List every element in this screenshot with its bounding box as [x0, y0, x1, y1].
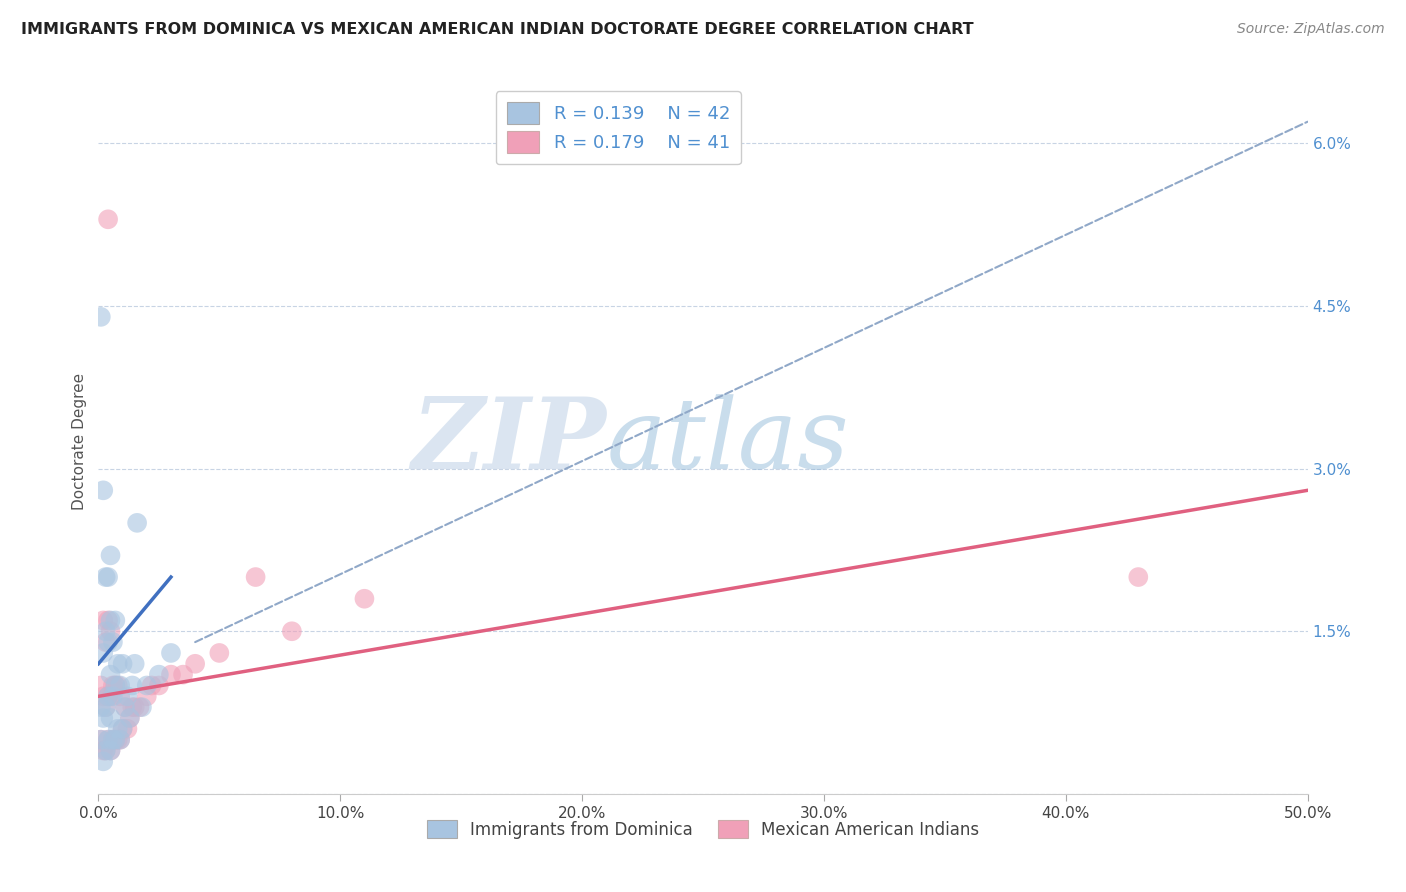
Point [141, 678, 163, 692]
Point [94, 700, 117, 714]
Point [101, 635, 124, 649]
Point [94, 624, 117, 639]
Point [100, 614, 122, 628]
Point [101, 678, 124, 692]
Point [111, 722, 134, 736]
Point [1128, 570, 1150, 584]
Point [100, 690, 122, 704]
Point [90, 678, 112, 692]
Point [121, 678, 143, 692]
Point [90, 732, 112, 747]
Point [118, 711, 141, 725]
Point [101, 732, 124, 747]
Legend: Immigrants from Dominica, Mexican American Indians: Immigrants from Dominica, Mexican Americ… [420, 814, 986, 846]
Point [135, 678, 157, 692]
Point [108, 732, 131, 747]
Point [97, 635, 120, 649]
Point [353, 591, 375, 606]
Point [114, 700, 136, 714]
Point [184, 657, 207, 671]
Text: ZIP: ZIP [412, 393, 606, 490]
Point [91, 743, 114, 757]
Point [100, 743, 122, 757]
Point [127, 516, 149, 530]
Point [97, 570, 120, 584]
Point [100, 711, 122, 725]
Point [108, 678, 131, 692]
Point [100, 549, 122, 563]
Point [101, 690, 124, 704]
Point [94, 743, 117, 757]
Point [111, 722, 134, 736]
Text: Source: ZipAtlas.com: Source: ZipAtlas.com [1237, 22, 1385, 37]
Point [111, 657, 134, 671]
Point [90, 700, 112, 714]
Point [94, 700, 117, 714]
Point [91, 711, 114, 725]
Point [104, 732, 127, 747]
Point [91, 646, 114, 660]
Point [97, 732, 120, 747]
Point [91, 690, 114, 704]
Point [90, 732, 112, 747]
Point [148, 678, 170, 692]
Point [100, 743, 122, 757]
Point [107, 722, 129, 736]
Point [97, 690, 120, 704]
Text: atlas: atlas [606, 394, 849, 489]
Point [114, 700, 136, 714]
Point [94, 635, 117, 649]
Point [104, 678, 127, 692]
Point [100, 667, 122, 681]
Point [124, 657, 146, 671]
Point [117, 690, 139, 704]
Y-axis label: Doctorate Degree: Doctorate Degree [72, 373, 87, 510]
Point [91, 614, 114, 628]
Point [107, 657, 129, 671]
Point [121, 700, 143, 714]
Point [97, 732, 120, 747]
Point [124, 700, 146, 714]
Point [104, 614, 127, 628]
Point [104, 732, 127, 747]
Point [118, 711, 141, 725]
Point [107, 678, 129, 692]
Point [281, 624, 304, 639]
Point [90, 310, 112, 324]
Point [97, 614, 120, 628]
Point [101, 732, 124, 747]
Point [104, 678, 127, 692]
Point [135, 690, 157, 704]
Point [91, 755, 114, 769]
Point [107, 732, 129, 747]
Point [108, 732, 131, 747]
Point [160, 646, 183, 660]
Point [117, 722, 139, 736]
Text: IMMIGRANTS FROM DOMINICA VS MEXICAN AMERICAN INDIAN DOCTORATE DEGREE CORRELATION: IMMIGRANTS FROM DOMINICA VS MEXICAN AMER… [21, 22, 974, 37]
Point [148, 667, 170, 681]
Point [160, 667, 183, 681]
Point [94, 743, 117, 757]
Point [131, 700, 153, 714]
Point [97, 690, 120, 704]
Point [108, 690, 131, 704]
Point [97, 212, 120, 227]
Point [100, 624, 122, 639]
Point [94, 570, 117, 584]
Point [245, 570, 267, 584]
Point [172, 667, 194, 681]
Point [208, 646, 231, 660]
Point [128, 700, 150, 714]
Point [91, 483, 114, 498]
